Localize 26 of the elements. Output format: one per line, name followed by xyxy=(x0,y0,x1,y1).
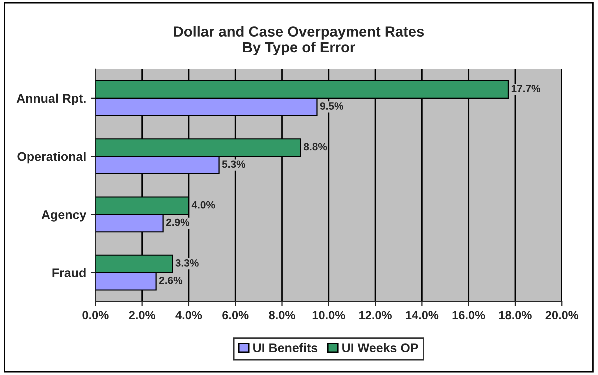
data-label: 5.3% xyxy=(222,160,246,168)
x-tick-label: 14.0% xyxy=(406,311,439,320)
chart-title: Dollar and Case Overpayment Rates By Type of Error xyxy=(174,26,424,56)
x-tick-label: 4.0% xyxy=(176,311,202,320)
x-tick-label: 16.0% xyxy=(452,311,486,320)
y-tick-label: Fraud xyxy=(52,268,86,278)
x-tick-label: 2.0% xyxy=(129,311,156,320)
data-label: 9.5% xyxy=(320,102,344,110)
data-label: 2.9% xyxy=(166,218,190,226)
x-tick-label: 12.0% xyxy=(360,311,392,320)
y-tick-label: Agency xyxy=(42,210,87,222)
x-tick-label: 0.0% xyxy=(82,311,109,320)
data-label: 2.6% xyxy=(159,276,183,284)
data-label: 8.8% xyxy=(304,143,328,151)
y-tick-label: Annual Rpt. xyxy=(16,94,86,106)
x-tick-label: 8.0% xyxy=(269,311,296,320)
x-tick-label: 6.0% xyxy=(222,311,249,320)
x-tick-label: 18.0% xyxy=(499,311,532,320)
data-label: 4.0% xyxy=(192,201,216,209)
x-tick-label: 10.0% xyxy=(312,311,346,320)
data-label: 17.7% xyxy=(512,85,541,92)
data-label: 3.3% xyxy=(176,260,199,267)
y-tick-label: Operational xyxy=(18,152,86,164)
x-tick-label: 20.0% xyxy=(546,311,579,320)
legend-label: UI Weeks OP xyxy=(342,343,418,353)
legend-label: UI Benefits xyxy=(254,343,318,353)
